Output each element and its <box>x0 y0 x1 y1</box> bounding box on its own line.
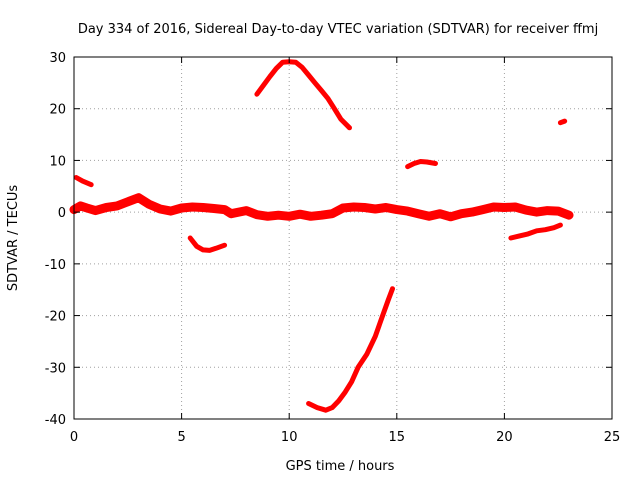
axis-ticks <box>73 56 613 420</box>
series-segment-dip <box>187 235 228 253</box>
data-series <box>69 59 574 413</box>
grid-lines <box>74 57 612 419</box>
y-tick-label: 30 <box>49 51 66 66</box>
x-tick-label: 10 <box>281 430 298 445</box>
y-tick-label: 0 <box>58 206 66 221</box>
x-tick-label: 0 <box>70 430 78 445</box>
x-tick-label: 20 <box>496 430 513 445</box>
series-segment-late-low <box>508 222 563 241</box>
series-segment-arc-low <box>306 286 395 413</box>
x-axis-title: GPS time / hours <box>286 459 395 474</box>
series-main-band <box>69 193 574 222</box>
x-tick-labels: 0 5 10 15 20 25 <box>70 430 620 445</box>
series-segment-early <box>73 175 94 188</box>
y-tick-label: -30 <box>45 361 66 376</box>
y-tick-label: -40 <box>45 413 66 428</box>
x-tick-label: 5 <box>177 430 185 445</box>
x-tick-label: 25 <box>604 430 621 445</box>
chart-title: Day 334 of 2016, Sidereal Day-to-day VTE… <box>78 22 598 37</box>
plot-frame <box>73 56 613 420</box>
x-tick-label: 15 <box>389 430 406 445</box>
series-segment-late-point <box>557 118 568 126</box>
y-tick-label: 20 <box>49 103 66 118</box>
series-segment-arc-high <box>254 59 352 131</box>
y-tick-label: -20 <box>45 310 66 325</box>
series-segment-mid <box>405 159 438 170</box>
y-tick-labels: -40 -30 -20 -10 0 10 20 30 <box>45 51 66 428</box>
y-tick-label: -10 <box>45 258 66 273</box>
y-axis-title: SDTVAR / TECUs <box>6 185 21 292</box>
y-tick-label: 10 <box>49 154 66 169</box>
